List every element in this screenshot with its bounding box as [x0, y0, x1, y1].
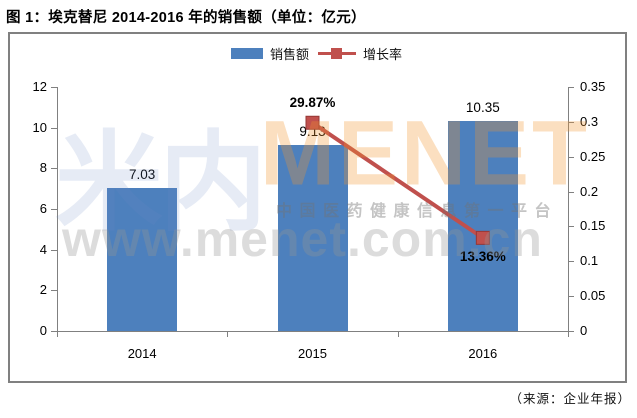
y-axis-right-tick-label: 0.25: [580, 148, 606, 164]
y-axis-right-tick: [568, 121, 574, 123]
y-axis-right-tick: [568, 156, 574, 158]
x-axis-category-label: 2016: [468, 346, 498, 361]
y-axis-right-tick-label: 0.35: [580, 79, 606, 94]
y-axis-left-tick-label: 6: [39, 201, 47, 216]
x-axis-category-label: 2015: [298, 346, 327, 361]
x-axis-tick: [57, 331, 58, 337]
legend-item-growth: 增长率: [318, 44, 402, 63]
legend-item-sales: 销售额: [231, 44, 309, 63]
y-axis-left-tick: [51, 249, 57, 251]
y-axis-left-tick-label: 8: [39, 160, 47, 176]
bar-swatch-icon: [231, 48, 263, 59]
y-axis-left-tick-label: 0: [39, 323, 47, 338]
y-axis-right-tick-label: 0.15: [580, 218, 606, 234]
y-axis-right-tick: [568, 261, 574, 263]
y-axis-left-tick-label: 4: [39, 241, 47, 257]
y-axis-right-tick-label: 0.2: [580, 183, 599, 199]
x-axis-tick: [568, 331, 569, 337]
y-axis-left-tick: [51, 127, 57, 129]
y-axis-left-tick: [51, 168, 57, 170]
y-axis-right-tick: [568, 191, 574, 193]
growth-marker: [305, 115, 320, 130]
x-axis-tick: [397, 331, 399, 337]
growth-value-label: 13.36%: [459, 248, 506, 264]
growth-line: [311, 121, 484, 240]
y-axis-right-tick: [568, 87, 574, 88]
legend: 销售额 增长率: [231, 44, 402, 63]
bar: [277, 145, 348, 331]
chart-title: 图 1：埃克替尼 2014-2016 年的销售额（单位：亿元）: [6, 10, 366, 26]
y-axis-right-tick: [568, 331, 574, 332]
y-axis-right-tick: [568, 296, 574, 298]
y-axis-left-tick-label: 10: [32, 119, 47, 135]
growth-line-layer: [305, 115, 490, 245]
y-axis-right-line: [568, 87, 569, 331]
line-swatch-marker: [331, 48, 343, 59]
y-axis-left-tick: [51, 87, 57, 88]
x-axis-tick: [227, 331, 229, 337]
y-axis-right-tick-label: 0: [580, 323, 588, 338]
bar-value-label: 7.03: [129, 167, 156, 183]
line-swatch-icon: [318, 48, 357, 59]
bar: [447, 120, 518, 331]
y-axis-left-tick: [51, 290, 57, 292]
y-axis-left-tick: [51, 209, 57, 210]
y-axis-right-tick-label: 0.05: [580, 288, 606, 304]
bar-value-label: 10.35: [465, 99, 500, 115]
y-axis-left-line: [57, 87, 58, 331]
y-axis-right-tick: [568, 226, 574, 228]
legend-sales-label: 销售额: [270, 47, 310, 62]
y-axis-right-tick-label: 0.1: [580, 253, 599, 269]
y-axis-right-tick-label: 0.3: [580, 113, 599, 129]
x-axis-line: [57, 331, 569, 332]
x-axis-category-label: 2014: [127, 346, 157, 361]
y-axis-left-tick-label: 12: [32, 79, 47, 94]
legend-growth-label: 增长率: [363, 47, 403, 62]
y-axis-left-tick: [51, 331, 57, 332]
growth-value-label: 29.87%: [289, 94, 336, 110]
source-note: （来源：企业年报）: [509, 392, 631, 406]
plot-area: 0 2 4 6 8 10 12 0 0.05 0.1 0.15 0.2 0.25 0.3 0.35 2014 2…: [33, 79, 606, 361]
growth-marker: [475, 230, 490, 245]
bar: [107, 188, 178, 331]
y-axis-left-tick-label: 2: [39, 282, 47, 298]
